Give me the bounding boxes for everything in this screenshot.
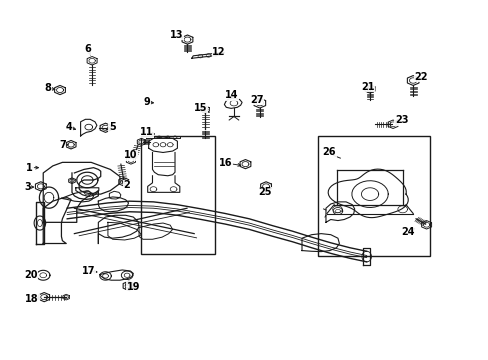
Text: 5: 5 — [109, 122, 115, 132]
Text: 16: 16 — [219, 158, 232, 168]
Text: 23: 23 — [394, 115, 407, 125]
Text: 2: 2 — [123, 180, 130, 190]
Text: 21: 21 — [361, 81, 374, 91]
Bar — [141, 136, 214, 254]
Text: 15: 15 — [193, 103, 207, 113]
Text: 26: 26 — [322, 148, 335, 157]
Text: 20: 20 — [24, 270, 38, 280]
Text: 14: 14 — [225, 90, 238, 100]
Text: 3: 3 — [24, 182, 31, 192]
Bar — [318, 136, 429, 256]
Text: 8: 8 — [44, 83, 51, 93]
Text: 10: 10 — [123, 150, 137, 160]
Text: 6: 6 — [84, 45, 91, 54]
Polygon shape — [191, 52, 224, 58]
Text: 12: 12 — [212, 47, 225, 57]
Text: 27: 27 — [250, 95, 263, 104]
Text: 13: 13 — [169, 30, 183, 40]
Text: 19: 19 — [126, 282, 140, 292]
Text: 25: 25 — [257, 187, 271, 197]
Text: 4: 4 — [65, 122, 72, 132]
Text: 22: 22 — [413, 72, 427, 82]
Text: 9: 9 — [143, 98, 150, 107]
Text: 18: 18 — [25, 294, 39, 304]
Text: 17: 17 — [81, 266, 95, 276]
Text: 7: 7 — [59, 140, 66, 150]
Text: 24: 24 — [401, 227, 414, 237]
Text: 11: 11 — [140, 127, 153, 138]
Text: 1: 1 — [26, 163, 33, 173]
